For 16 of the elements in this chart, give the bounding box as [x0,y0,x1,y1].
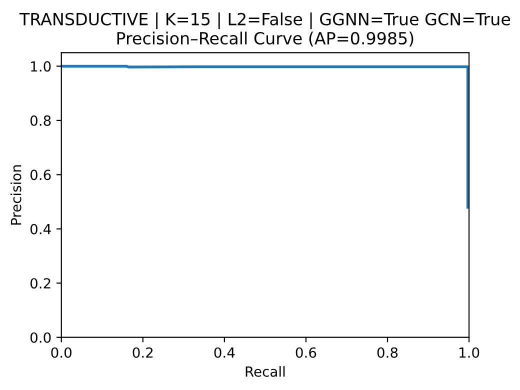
x-axis-title: Recall [246,366,285,377]
x-tick-label: 0.2 [132,347,153,358]
x-tick-label: 0.4 [214,347,235,358]
y-axis-title: Precision [10,165,22,225]
y-tick-label: 0.4 [30,224,51,234]
y-tick-label: 1.0 [31,61,51,72]
x-tick-label: 1.0 [460,347,480,358]
y-tick-label: 0.0 [30,332,51,343]
y-tick-label: 0.6 [30,170,51,180]
y-tick-label: 0.8 [30,115,51,126]
x-tick-label: 0.0 [51,347,72,358]
x-tick-label: 0.6 [296,347,316,358]
y-tick-label: 0.2 [30,278,50,289]
x-tick-label: 0.8 [377,347,398,358]
line-series [61,64,470,209]
chart-title: TRANSDUCTIVE | K=15 | L2=False | GGNN=True GCN=True Precision–Recall Curve (AP=0.9985) [19,12,510,47]
